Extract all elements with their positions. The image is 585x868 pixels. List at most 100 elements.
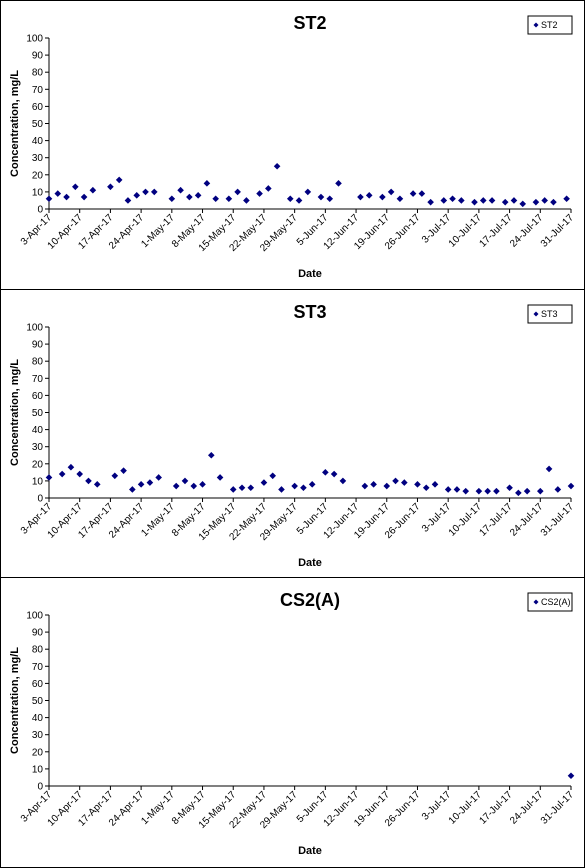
- data-point: [243, 197, 250, 204]
- data-point: [168, 195, 176, 203]
- data-point: [124, 197, 132, 204]
- data-point: [339, 477, 347, 485]
- data-point: [194, 192, 202, 199]
- data-point: [396, 195, 404, 203]
- data-point: [379, 193, 386, 201]
- data-point: [550, 198, 557, 206]
- y-tick-label: 60: [32, 679, 44, 690]
- y-tick-label: 100: [26, 34, 43, 45]
- y-tick-label: 80: [32, 645, 44, 656]
- data-point: [208, 451, 215, 459]
- data-point: [484, 487, 491, 495]
- data-point: [212, 195, 219, 203]
- y-tick-label: 70: [32, 374, 44, 385]
- x-tick-label: 31-Jul-17: [539, 212, 577, 250]
- x-axis-title: Date: [298, 268, 322, 280]
- data-point: [291, 482, 298, 490]
- y-tick-label: 20: [32, 747, 44, 758]
- data-point: [216, 474, 224, 481]
- x-tick-label: 31-Jul-17: [539, 789, 577, 827]
- data-point: [67, 463, 75, 471]
- y-tick-label: 20: [32, 459, 44, 470]
- legend-box: [527, 592, 573, 612]
- chart-panel-st2: ST2 0 10 20 30 40 50 60 70 80 90 100 3-Apr-17 10-Apr-…: [0, 0, 585, 291]
- data-point: [199, 481, 206, 488]
- data-point: [414, 481, 421, 488]
- y-tick-label: 0: [37, 782, 43, 793]
- data-point: [155, 474, 162, 481]
- data-point: [63, 193, 70, 201]
- data-point: [146, 479, 154, 486]
- data-point: [72, 183, 79, 191]
- y-tick-label: 100: [26, 323, 43, 334]
- data-point: [304, 188, 312, 196]
- data-point: [475, 487, 483, 495]
- data-point: [286, 195, 294, 203]
- data-point: [471, 198, 478, 206]
- legend-marker: [533, 599, 539, 605]
- data-point: [278, 486, 285, 493]
- y-axis-title: Concentration, mg/L: [9, 359, 21, 466]
- data-point: [300, 484, 307, 492]
- data-point: [260, 479, 268, 486]
- y-tick-label: 40: [32, 136, 44, 147]
- data-point: [370, 481, 377, 488]
- data-point: [409, 190, 417, 197]
- data-point: [532, 198, 540, 206]
- data-point: [133, 192, 141, 199]
- chart-title: ST2: [293, 13, 326, 33]
- x-axis-title: Date: [298, 557, 322, 569]
- legend-label: ST2: [541, 20, 558, 30]
- data-point: [45, 195, 53, 203]
- y-tick-label: 70: [32, 662, 44, 673]
- x-axis-title: Date: [298, 845, 322, 857]
- legend-label: ST3: [541, 309, 558, 319]
- chart-st3: ST301020304050607080901003-Apr-1710-Apr-…: [9, 302, 577, 569]
- data-point: [186, 193, 193, 201]
- data-point: [510, 197, 518, 204]
- data-point: [177, 186, 184, 194]
- data-point: [317, 193, 325, 201]
- legend-box: [527, 304, 573, 324]
- data-point: [80, 193, 88, 201]
- data-point: [519, 200, 527, 208]
- data-point: [120, 467, 127, 474]
- y-tick-label: 50: [32, 408, 44, 419]
- y-tick-label: 50: [32, 696, 44, 707]
- data-point: [449, 195, 456, 203]
- data-point: [563, 195, 570, 203]
- y-tick-label: 90: [32, 628, 44, 639]
- data-point: [501, 198, 509, 206]
- data-point: [401, 479, 408, 486]
- data-point: [273, 162, 281, 170]
- data-point: [453, 486, 461, 493]
- data-point: [190, 482, 198, 490]
- legend-marker: [533, 22, 539, 28]
- data-point: [54, 190, 62, 197]
- data-point: [418, 190, 426, 197]
- x-tick-label: 31-Jul-17: [539, 501, 577, 539]
- y-tick-label: 10: [32, 764, 44, 775]
- data-point: [330, 470, 338, 478]
- data-point: [234, 188, 241, 196]
- data-point: [444, 486, 452, 493]
- data-point: [115, 176, 123, 184]
- y-tick-label: 40: [32, 425, 44, 436]
- data-point: [387, 188, 395, 196]
- data-point: [515, 489, 522, 497]
- data-point: [392, 477, 399, 485]
- y-axis-title: Concentration, mg/L: [9, 70, 21, 177]
- chart-panel-st3: ST3 0 10 20 30 40 50 60 70 80 90 100 3-Apr-17 10-Apr-…: [0, 289, 585, 579]
- data-point: [506, 484, 513, 492]
- legend-label: CS2(A): [541, 597, 571, 607]
- chart-st2: ST201020304050607080901003-Apr-1710-Apr-…: [9, 13, 577, 280]
- data-point: [493, 487, 500, 495]
- data-point: [545, 465, 553, 473]
- data-point: [554, 486, 562, 493]
- y-tick-label: 50: [32, 119, 44, 130]
- y-tick-label: 70: [32, 85, 44, 96]
- y-tick-label: 0: [37, 494, 43, 505]
- chart-title: ST3: [293, 302, 326, 322]
- data-point: [256, 190, 263, 197]
- data-point: [107, 183, 114, 191]
